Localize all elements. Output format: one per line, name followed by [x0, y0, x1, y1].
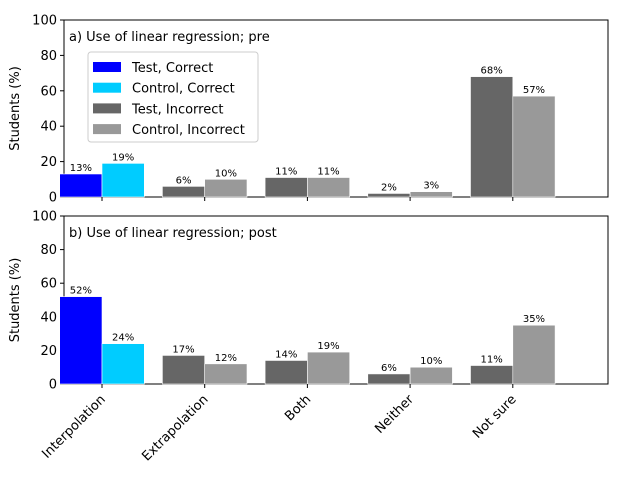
bar-control: [101, 163, 145, 198]
bar-test: [264, 360, 308, 385]
data-label-control: 35%: [523, 314, 545, 325]
y-tick-label: 0: [49, 378, 57, 393]
panel-title: a) Use of linear regression; pre: [69, 30, 270, 45]
bar-control: [307, 351, 350, 385]
bar-control: [409, 191, 453, 198]
bar-test: [162, 186, 205, 198]
x-tick-label: Interpolation: [39, 392, 108, 461]
y-tick-label: 100: [32, 14, 57, 29]
legend-label: Test, Correct: [131, 61, 213, 76]
legend-label: Test, Incorrect: [131, 102, 223, 117]
y-tick-label: 40: [40, 120, 57, 135]
legend-swatch: [93, 62, 121, 72]
y-tick-label: 60: [40, 277, 57, 292]
y-axis-title: Students (%): [8, 258, 23, 343]
data-label-control: 24%: [112, 333, 134, 344]
y-tick-label: 80: [40, 243, 57, 258]
bar-control: [512, 95, 556, 198]
panel-title: b) Use of linear regression; post: [69, 226, 277, 241]
data-label-test: 68%: [481, 66, 503, 77]
data-label-control: 3%: [423, 181, 439, 192]
legend-label: Control, Correct: [132, 82, 235, 97]
data-label-test: 11%: [481, 355, 503, 366]
legend-swatch: [93, 82, 121, 93]
y-tick-label: 20: [40, 344, 57, 359]
legend-box: [87, 51, 259, 143]
bar-control: [204, 179, 248, 198]
data-label-control: 10%: [420, 356, 442, 367]
bar-test: [59, 173, 103, 198]
y-tick-label: 80: [40, 49, 57, 64]
x-tick-label: Neither: [372, 392, 417, 437]
y-tick-label: 40: [40, 310, 57, 325]
bar-test: [264, 177, 308, 198]
data-label-test: 6%: [176, 175, 192, 186]
data-label-control: 19%: [112, 152, 134, 163]
data-label-control: 11%: [317, 167, 339, 178]
bar-control: [204, 363, 248, 385]
data-label-control: 12%: [215, 353, 237, 364]
x-tick-label: Extrapolation: [139, 392, 211, 464]
y-tick-label: 60: [40, 84, 57, 99]
data-label-test: 6%: [381, 363, 397, 374]
bar-test: [367, 373, 411, 385]
bar-test: [59, 296, 103, 385]
bar-control: [409, 366, 453, 385]
y-axis-title: Students (%): [8, 66, 23, 151]
y-tick-label: 20: [40, 155, 57, 170]
data-label-test: 2%: [381, 182, 397, 193]
y-tick-label: 100: [32, 210, 57, 225]
y-tick-label: 0: [49, 191, 57, 206]
bar-test: [470, 365, 514, 385]
data-label-control: 57%: [523, 85, 545, 96]
data-label-control: 19%: [317, 341, 339, 352]
bar-control: [101, 343, 145, 385]
bar-test: [470, 76, 514, 198]
data-label-test: 14%: [275, 349, 297, 360]
legend-label: Control, Incorrect: [132, 123, 245, 138]
legend-swatch: [93, 124, 121, 135]
x-tick-label: Not sure: [470, 392, 519, 441]
legend-swatch: [93, 103, 121, 114]
bar-control: [307, 177, 350, 198]
data-label-test: 13%: [70, 163, 92, 174]
data-label-test: 17%: [172, 344, 194, 355]
data-label-test: 52%: [70, 286, 92, 297]
data-label-control: 10%: [215, 168, 237, 179]
bar-test: [162, 355, 205, 385]
bar-test: [367, 193, 411, 198]
bar-control: [512, 324, 556, 385]
data-label-test: 11%: [275, 167, 297, 178]
x-tick-label: Both: [282, 392, 314, 424]
